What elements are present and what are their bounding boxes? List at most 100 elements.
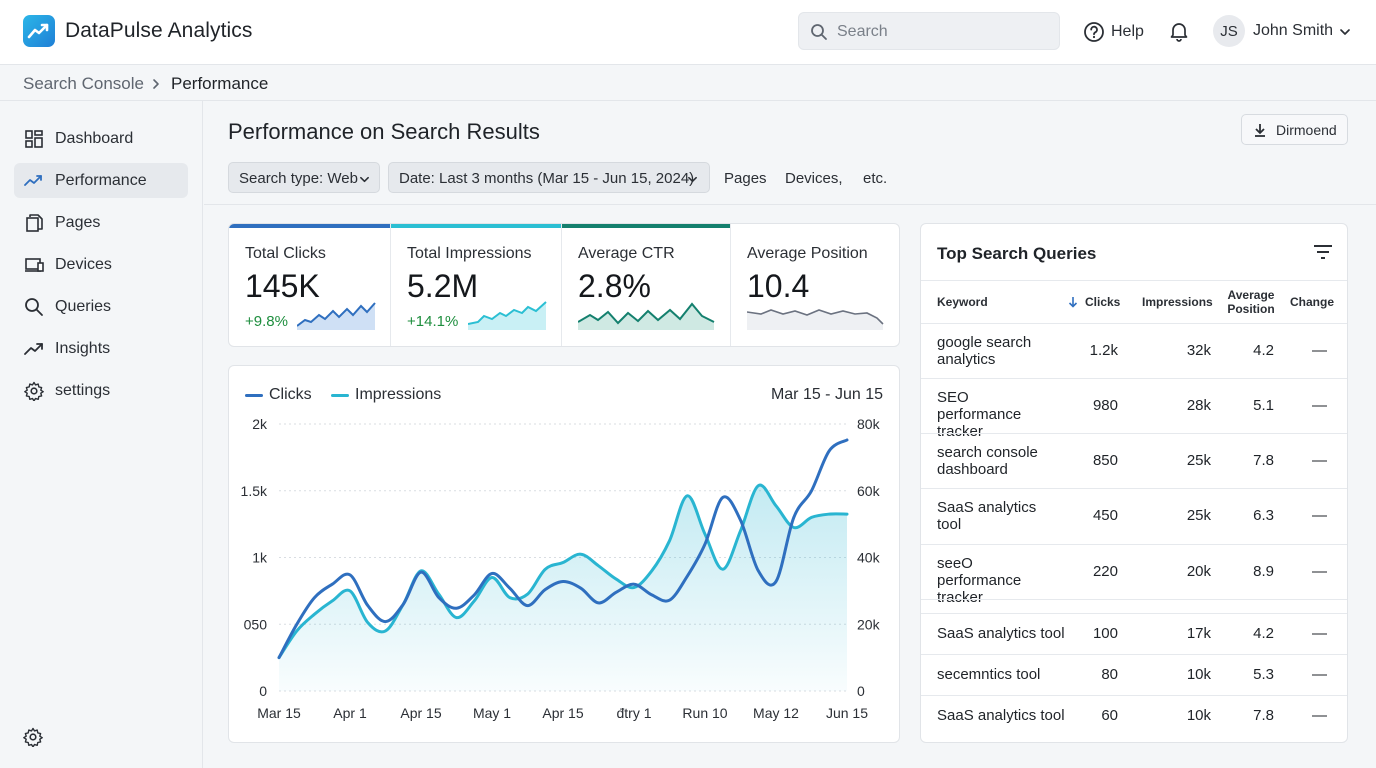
help-button[interactable]: Help [1083,20,1144,44]
table-row[interactable]: SaaS analytics tool 60 10k 7.8 — [921,695,1347,736]
performance-chart: Clicks Impressions Mar 15 - Jun 15 0 0 050… [228,365,900,743]
x-tick-label: Apr 15 [542,705,583,721]
divider [921,323,1347,324]
cell-keyword: SaaS analytics tool [937,706,1065,724]
y-left-tick-label: 1.5k [241,483,268,499]
metric-average-ctr[interactable]: Average CTR 2.8% [562,224,731,346]
breadcrumb: Search Console Performance [0,66,1376,101]
sidebar-item-label: Pages [55,214,101,231]
filter-devices-link[interactable]: Devices, [785,170,843,187]
x-tick-label: Apr 15 [400,705,441,721]
cell-impressions: 25k [1186,451,1211,469]
sidebar-item-label: Performance [55,172,147,189]
legend-clicks[interactable]: Clicks [245,386,312,404]
metric-accent-bar [562,224,730,228]
impressions-area [279,485,847,691]
sidebar-item-label: Insights [55,340,111,357]
chevron-down-icon[interactable] [1339,26,1351,38]
search-type-dropdown[interactable]: Search type: Web [228,162,380,193]
dashboard-grid-icon [25,130,43,148]
user-avatar[interactable]: JS [1213,15,1245,47]
column-header-average-position[interactable]: Average Position [1227,287,1275,316]
cell-change: — [1312,562,1327,580]
ctr-sparkline [578,302,715,330]
main-header: Performance on Search Results Dirmoend S… [204,101,1376,205]
search-input[interactable] [837,19,1047,45]
cell-position: 8.9 [1253,562,1274,580]
cell-keyword: seeO performance tracker [937,554,1022,606]
gear-icon[interactable] [23,727,43,747]
metric-delta: +9.8% [245,313,288,330]
sidebar-item-insights[interactable]: Insights [14,331,188,366]
metric-accent-bar [391,224,561,228]
cell-impressions: 25k [1186,506,1211,524]
sidebar-item-performance[interactable]: Performance [14,163,188,198]
metric-total-impressions[interactable]: Total Impressions 5.2M +14.1% [391,224,562,346]
sidebar-item-settings[interactable]: settings [14,373,188,408]
table-row[interactable]: SaaS analytics tool 100 17k 4.2 — [921,613,1347,654]
sidebar-item-dashboard[interactable]: Dashboard [14,121,188,156]
column-header-keyword[interactable]: Keyword [937,294,988,309]
table-row[interactable]: SaaS analytics tool 450 25k 6.3 — [921,488,1347,543]
breadcrumb-search-console[interactable]: Search Console [23,74,144,93]
cell-clicks: 220 [1092,562,1118,580]
filter-pages-link[interactable]: Pages [724,170,767,187]
legend-impressions[interactable]: Impressions [331,386,441,404]
y-left-tick-label: 1k [252,550,268,566]
app-logo-icon [23,15,55,47]
table-row[interactable]: SEO performance tracker 980 28k 5.1 — [921,378,1347,440]
column-header-change[interactable]: Change [1290,294,1335,309]
insights-trend-icon [24,343,43,355]
search-box[interactable] [798,12,1060,50]
metric-total-clicks[interactable]: Total Clicks 145K +9.8% [229,224,391,346]
impressions-sparkline [468,301,547,330]
cell-impressions: 32k [1186,341,1211,359]
y-right-tick-label: 20k [857,616,881,632]
column-header-clicks[interactable]: Clicks [1067,280,1120,323]
sidebar-item-label: Dashboard [55,130,134,147]
sidebar-item-label: Devices [55,256,112,273]
table-row[interactable]: secemntics tool 80 10k 5.3 — [921,654,1347,695]
devices-icon [25,258,44,272]
sidebar-item-queries[interactable]: Queries [14,289,188,324]
position-sparkline [747,309,884,330]
cell-clicks: 980 [1092,396,1118,414]
user-name[interactable]: John Smith [1253,22,1334,39]
metric-average-position[interactable]: Average Position 10.4 [731,224,899,346]
metric-delta: +14.1% [407,313,459,330]
table-row[interactable]: seeO performance tracker 220 20k 8.9 — [921,544,1347,606]
cell-keyword: search console dashboard [937,443,1038,478]
cell-position: 4.2 [1253,341,1274,359]
filter-icon[interactable] [1313,244,1333,260]
table-row[interactable]: search console dashboard 850 25k 7.8 — [921,433,1347,488]
filter-etc-link[interactable]: etc. [863,170,888,187]
cell-keyword: secemntics tool [937,665,1041,683]
download-label: Dirmoend [1276,122,1337,138]
y-left-tick-label: 050 [244,616,268,632]
cell-position: 7.8 [1253,706,1274,724]
download-button[interactable]: Dirmoend [1241,114,1348,145]
top-bar: DataPulse Analytics Help JS John Smith [0,0,1376,65]
sidebar-item-pages[interactable]: Pages [14,205,188,240]
cell-change: — [1312,396,1327,414]
cell-impressions: 28k [1186,396,1211,414]
cell-change: — [1312,665,1327,683]
table-row[interactable]: google search analytics 1.2k 32k 4.2 — [921,323,1347,378]
column-header-impressions[interactable]: Impressions [1142,294,1213,309]
sidebar-item-label: settings [55,382,111,399]
search-icon [811,24,827,40]
notifications-bell-icon[interactable] [1168,20,1190,47]
divider [921,488,1347,489]
y-right-tick-label: 80k [857,416,881,432]
divider [921,433,1347,434]
cell-keyword: google search analytics [937,333,1032,368]
sidebar-item-label: Queries [55,298,112,315]
gear-icon [24,381,44,401]
divider [921,378,1347,379]
date-range-dropdown[interactable]: Date: Last 3 months (Mar 15 - Jun 15, 20… [388,162,710,193]
cell-impressions: 10k [1186,665,1211,683]
metric-value: 145K [245,268,320,304]
chart-plot-area: 0 0 050 20k 1k 40k 1.5k 60k 2k 80k Mar 15 Apr 1 Apr … [241,416,881,721]
search-type-label: Search type: Web [239,170,358,187]
sidebar-item-devices[interactable]: Devices [14,247,188,282]
